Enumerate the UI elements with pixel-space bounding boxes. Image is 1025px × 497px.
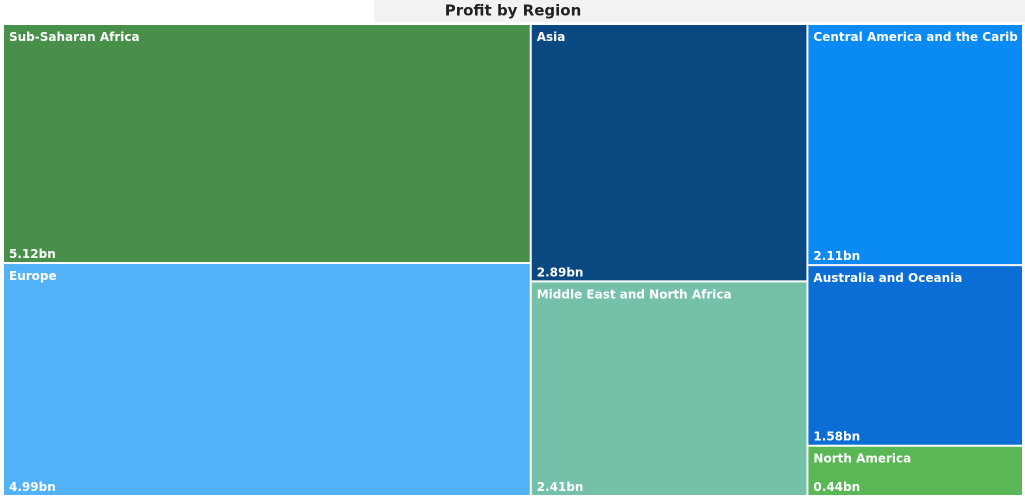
tile	[808, 25, 1022, 265]
tile	[4, 25, 530, 263]
header-band	[374, 0, 1025, 22]
tile-label: Australia and Oceania	[813, 271, 962, 285]
tile-label: Asia	[537, 30, 566, 44]
value-label: 0.44bn	[813, 480, 860, 494]
value-label: 5.12bn	[9, 247, 56, 261]
tile	[531, 25, 807, 281]
tile-label: Central America and the Caribbean	[813, 30, 1025, 44]
tile-label: Europe	[9, 269, 57, 283]
tile	[808, 446, 1022, 495]
tile	[531, 282, 807, 495]
tile-label: Sub-Saharan Africa	[9, 30, 140, 44]
tile	[4, 264, 530, 495]
tile-label: North America	[813, 452, 911, 466]
tile	[808, 266, 1022, 445]
value-label: 2.89bn	[537, 265, 584, 279]
chart-title: Profit by Region	[445, 2, 582, 20]
tile-label: Middle East and North Africa	[537, 287, 732, 301]
value-label: 1.58bn	[813, 430, 860, 444]
value-label: 4.99bn	[9, 480, 56, 494]
value-label: 2.11bn	[813, 249, 860, 263]
value-label: 2.41bn	[537, 480, 584, 494]
